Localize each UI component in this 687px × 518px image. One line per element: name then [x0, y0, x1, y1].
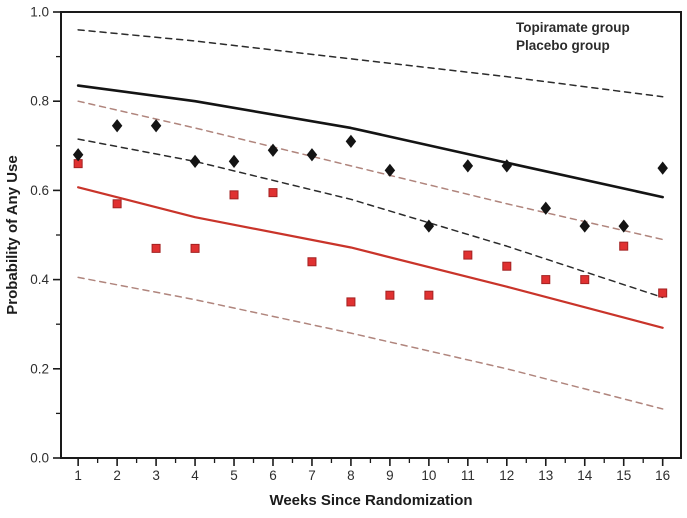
topiramate-fitted-line: [77, 186, 664, 329]
placebo-observed-marker: [306, 148, 318, 162]
y-tick-label: 0.0: [30, 451, 49, 466]
placebo-observed-marker: [150, 119, 162, 133]
x-tick-label: 12: [499, 468, 514, 483]
placebo-observed-marker: [384, 163, 396, 177]
topiramate-observed-marker: [190, 243, 200, 253]
x-axis-title: Weeks Since Randomization: [269, 492, 472, 509]
topiramate-observed-marker: [112, 199, 122, 209]
placebo-observed-marker: [72, 148, 84, 162]
placebo-observed-marker: [189, 154, 201, 169]
placebo-observed-marker: [657, 161, 668, 175]
x-tick-label: 10: [421, 468, 436, 483]
x-tick-label: 16: [655, 468, 670, 483]
y-axis-title: Probability of Any Use: [4, 155, 21, 314]
legend-item-placebo: Placebo group: [516, 38, 610, 53]
placebo-observed-marker: [111, 119, 123, 133]
topiramate-observed-marker: [658, 288, 668, 298]
placebo-observed-marker: [228, 154, 240, 169]
placebo-fitted-line: [76, 84, 664, 199]
y-tick-label: 0.6: [30, 183, 49, 198]
y-axis: 0.0 0.2 0.4 0.6 0.8 1.0: [30, 5, 60, 466]
topiramate-observed-marker: [229, 190, 239, 200]
x-tick-label: 6: [269, 468, 277, 483]
topiramate-upper-ci: [77, 100, 664, 241]
topiramate-observed-marker: [307, 257, 317, 267]
placebo-upper-ci: [77, 29, 664, 98]
topiramate-observed-marker: [580, 275, 590, 285]
topiramate-observed-marker: [541, 275, 551, 285]
x-tick-label: 13: [538, 468, 553, 483]
topiramate-observed-marker: [385, 290, 395, 300]
topiramate-observed-marker: [346, 297, 356, 307]
x-tick-label: 9: [386, 468, 394, 483]
x-tick-label: 2: [113, 468, 121, 483]
x-tick-label: 14: [577, 468, 593, 483]
y-tick-label: 0.2: [30, 361, 49, 376]
placebo-observed-marker: [345, 134, 357, 148]
placebo-observed-marker: [462, 159, 474, 173]
topiramate-observed-marker: [619, 241, 629, 251]
placebo-observed-marker: [579, 219, 590, 233]
topiramate-lower-ci: [77, 276, 664, 410]
placebo-observed-marker: [540, 201, 552, 215]
x-tick-label: 7: [308, 468, 316, 483]
x-tick-label: 8: [347, 468, 355, 483]
topiramate-observed-points: [73, 159, 668, 307]
placebo-observed-points: [72, 119, 668, 233]
placebo-observed-marker: [267, 143, 279, 157]
topiramate-observed-marker: [463, 250, 473, 260]
x-tick-label: 1: [74, 468, 82, 483]
plot-frame: [60, 11, 682, 459]
topiramate-observed-marker: [268, 188, 278, 198]
placebo-observed-marker: [423, 219, 435, 233]
x-tick-label: 5: [230, 468, 238, 483]
x-axis: 1 2 3 4 5 6 7 8 9 10 11 12 13 14 15 16: [74, 459, 670, 483]
y-tick-label: 0.8: [30, 94, 49, 109]
x-tick-label: 3: [152, 468, 160, 483]
legend: Topiramate group Placebo group: [516, 20, 630, 53]
placebo-lower-ci: [77, 138, 664, 299]
topiramate-observed-marker: [502, 261, 512, 271]
y-tick-label: 0.4: [30, 272, 49, 287]
x-tick-label: 4: [191, 468, 199, 483]
placebo-observed-marker: [618, 219, 629, 233]
x-tick-label: 11: [461, 468, 475, 483]
topiramate-observed-marker: [151, 243, 161, 253]
x-tick-label: 15: [616, 468, 631, 483]
placebo-observed-marker: [501, 159, 513, 173]
y-tick-label: 1.0: [30, 5, 49, 20]
legend-item-topiramate: Topiramate group: [516, 20, 630, 35]
series-layer: [72, 29, 668, 410]
topiramate-observed-marker: [424, 290, 434, 300]
